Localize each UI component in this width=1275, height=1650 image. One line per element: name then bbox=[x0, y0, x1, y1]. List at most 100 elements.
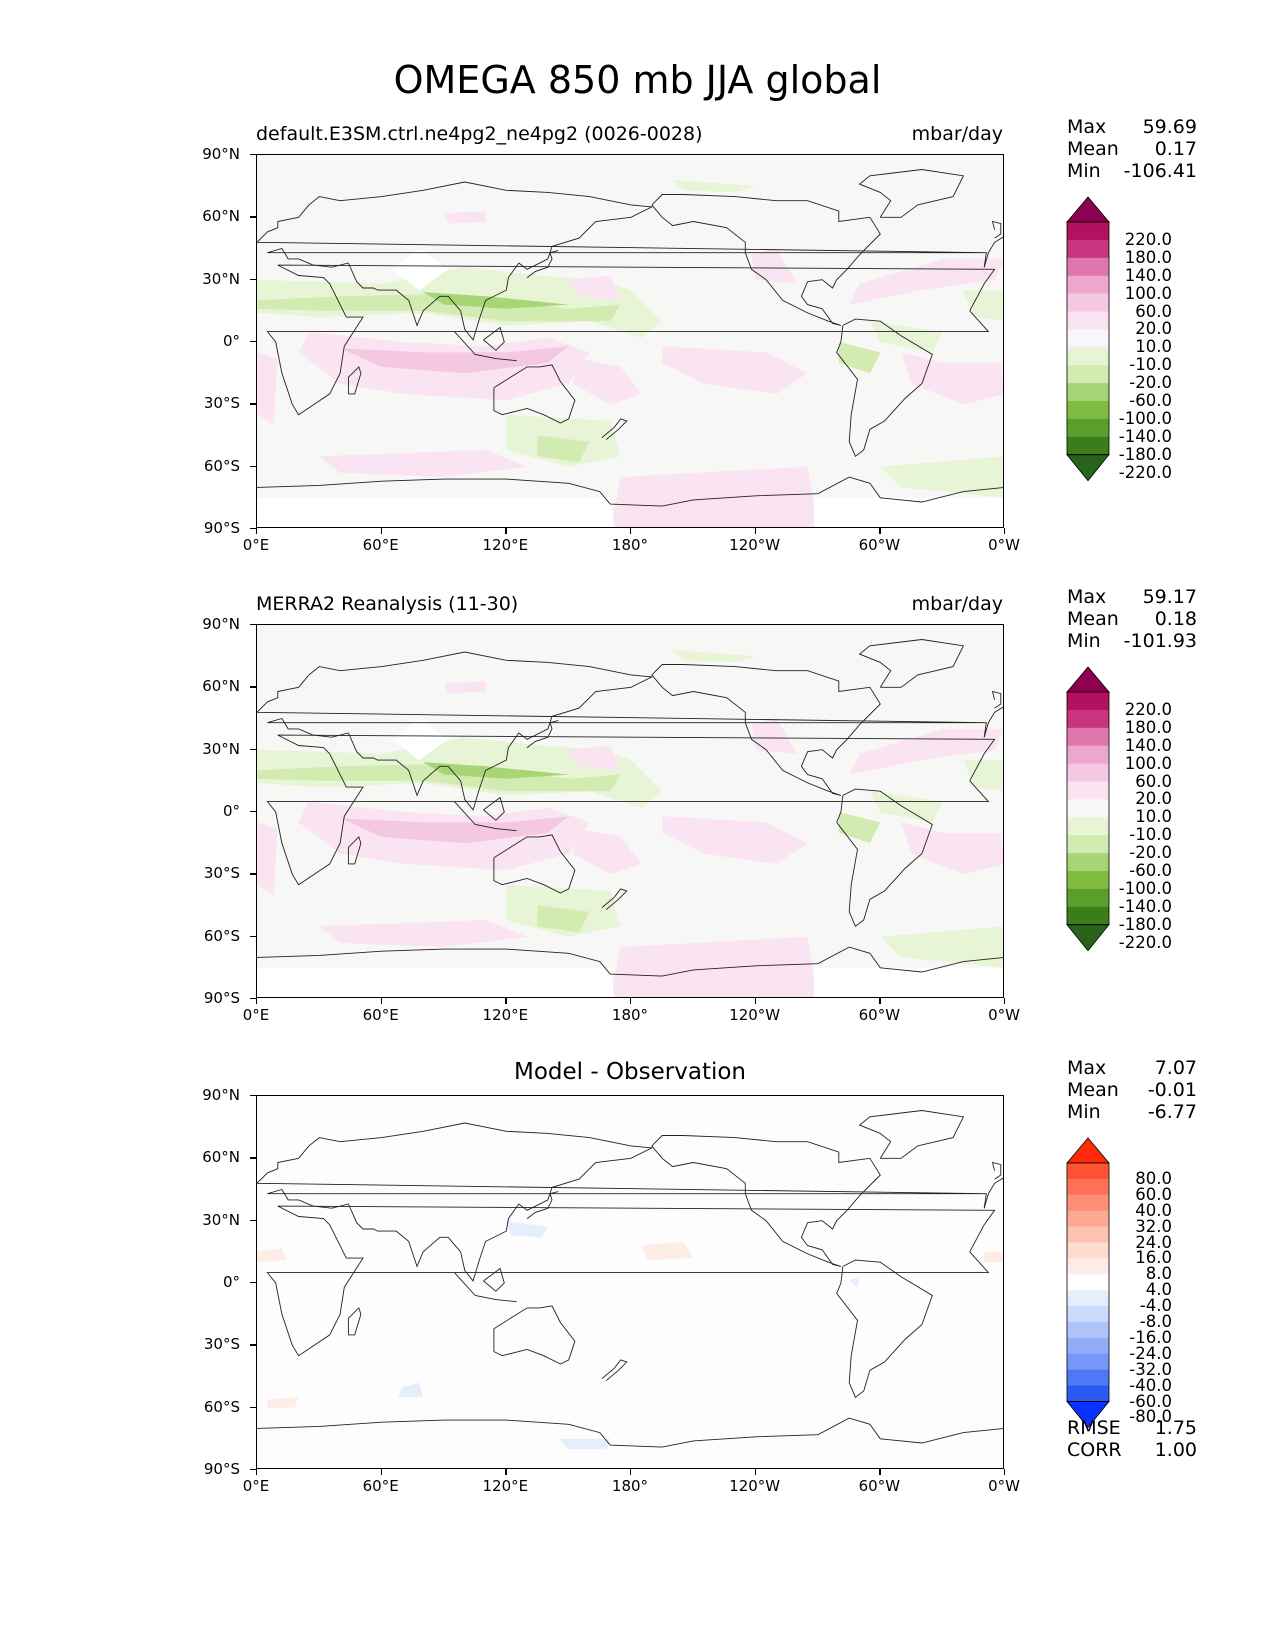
colorbar-segment bbox=[1067, 418, 1109, 438]
colorbar-segment bbox=[1067, 799, 1109, 818]
coastline-12 bbox=[601, 888, 628, 911]
colorbar-segment bbox=[1067, 1226, 1109, 1243]
colorbar-segment bbox=[1067, 906, 1109, 926]
missing-data-region bbox=[257, 967, 615, 997]
stats-box: Max 59.69 Mean 0.17 Min -106.41 bbox=[1067, 116, 1197, 182]
colorbar-tick-label: -140.0 bbox=[1118, 896, 1172, 916]
stat-mean-value: 0.17 bbox=[1154, 138, 1197, 160]
coastline-9 bbox=[454, 331, 517, 362]
lon-tick-mark bbox=[256, 1469, 258, 1475]
metric-corr: CORR 1.00 bbox=[1067, 1439, 1197, 1461]
colorbar-tick-label: -60.0 bbox=[1129, 861, 1172, 880]
lon-tick-mark bbox=[505, 998, 507, 1004]
colorbar-tick-label: 180.0 bbox=[1124, 717, 1172, 737]
coastline-9 bbox=[454, 801, 517, 832]
colorbar-extend-max bbox=[1066, 666, 1110, 693]
stat-mean-value: -0.01 bbox=[1147, 1079, 1197, 1101]
colorbar-tick-label: -32.0 bbox=[1129, 1359, 1172, 1379]
colorbar-tick-label: 180.0 bbox=[1124, 247, 1172, 267]
colorbar-segment bbox=[1067, 1306, 1109, 1323]
coastline-10 bbox=[483, 326, 505, 351]
colorbar-tick-label: -40.0 bbox=[1129, 1375, 1172, 1395]
stat-min-label: Min bbox=[1067, 630, 1101, 652]
contour-fill-9 bbox=[568, 275, 621, 301]
map-plot-area bbox=[256, 154, 1004, 528]
contour-fill-14 bbox=[537, 905, 590, 933]
lat-tick-label: 30°N bbox=[202, 739, 240, 758]
colorbar-tick-label: 4.0 bbox=[1145, 1280, 1172, 1300]
contour-fill-7 bbox=[267, 1397, 299, 1408]
lat-tick-label: 90°N bbox=[202, 1086, 240, 1104]
stat-max-label: Max bbox=[1067, 1057, 1107, 1079]
colorbar-segment bbox=[1067, 1385, 1109, 1402]
stat-min-value: -101.93 bbox=[1123, 630, 1197, 652]
lon-tick-mark bbox=[879, 998, 881, 1004]
stat-min-value: -106.41 bbox=[1123, 160, 1197, 182]
lon-tick-mark bbox=[754, 528, 756, 534]
colorbar-segment bbox=[1067, 1163, 1109, 1180]
panel-title-center: Model - Observation bbox=[513, 1059, 747, 1085]
stat-mean-label: Mean bbox=[1067, 1079, 1119, 1101]
coastline-2 bbox=[493, 834, 576, 894]
lat-tick-label: 90°N bbox=[202, 145, 240, 163]
colorbar-extend-max bbox=[1066, 196, 1110, 223]
contour-fill-4 bbox=[398, 1382, 424, 1398]
contour-fill-6 bbox=[257, 822, 278, 896]
contour-fill-12 bbox=[901, 822, 1003, 875]
colorbar-tick-label: -80.0 bbox=[1129, 1407, 1172, 1427]
map-plot-area bbox=[256, 624, 1004, 998]
coastline-7 bbox=[983, 1177, 1003, 1209]
colorbar-tick-label: -60.0 bbox=[1129, 1391, 1172, 1411]
lon-tick-label: 0°E bbox=[242, 1477, 270, 1495]
lat-tick-mark bbox=[250, 154, 256, 156]
coastline-3 bbox=[651, 194, 881, 326]
lon-tick-mark bbox=[630, 1469, 632, 1475]
metric-rmse-value: 1.75 bbox=[1154, 1417, 1197, 1439]
lon-tick-label: 120°W bbox=[729, 536, 781, 554]
contour-fill-3 bbox=[392, 248, 449, 291]
missing-data-region bbox=[813, 967, 1003, 997]
lat-tick-label: 0° bbox=[222, 332, 240, 350]
colorbar-tick-label: 220.0 bbox=[1124, 699, 1172, 719]
lat-tick-mark bbox=[250, 1219, 256, 1221]
coastline-12 bbox=[601, 1359, 628, 1382]
colorbar-tick-label: 20.0 bbox=[1135, 319, 1172, 339]
lat-tick-label: 60°N bbox=[202, 677, 240, 696]
lon-tick-label: 180° bbox=[611, 536, 649, 554]
lon-tick-mark bbox=[1004, 1469, 1006, 1475]
lat-tick-mark bbox=[250, 341, 256, 343]
coastline-2 bbox=[493, 364, 576, 424]
lon-tick-mark bbox=[754, 998, 756, 1004]
colorbar-segment bbox=[1067, 763, 1109, 782]
coastline-6 bbox=[257, 946, 1003, 977]
panel-units: mbar/day bbox=[911, 593, 1003, 615]
coastline-1 bbox=[257, 651, 987, 811]
lat-tick-label: 30°S bbox=[203, 1335, 240, 1354]
colorbar-segment bbox=[1067, 1337, 1109, 1355]
colorbar-segment bbox=[1067, 1353, 1109, 1371]
lat-tick-label: 60°S bbox=[203, 926, 240, 945]
colorbar-segment bbox=[1067, 871, 1109, 890]
contour-fill-20 bbox=[869, 321, 943, 353]
contour-fill-21 bbox=[672, 179, 756, 193]
coastline-4 bbox=[836, 318, 933, 458]
lat-tick-mark bbox=[250, 873, 256, 875]
stat-min: Min -6.77 bbox=[1067, 1101, 1197, 1123]
contour-fill-10 bbox=[751, 248, 798, 284]
stats-box: Max 59.17 Mean 0.18 Min -101.93 bbox=[1067, 586, 1197, 652]
lat-tick-mark bbox=[250, 1406, 256, 1408]
coastline-8 bbox=[526, 250, 559, 278]
colorbar-tick-label: 140.0 bbox=[1124, 735, 1172, 755]
lat-tick-label: 60°N bbox=[202, 207, 240, 226]
lat-tick-label: 90°S bbox=[203, 519, 240, 537]
colorbar-tick-label: -4.0 bbox=[1139, 1296, 1172, 1316]
colorbar-tick-label: 16.0 bbox=[1135, 1248, 1172, 1268]
colorbar bbox=[1065, 666, 1113, 952]
contour-fill-5 bbox=[340, 346, 569, 374]
lat-tick-mark bbox=[250, 1469, 256, 1471]
metric-corr-label: CORR bbox=[1067, 1439, 1122, 1461]
coastline-8 bbox=[526, 720, 559, 748]
colorbar-tick-label: 220.0 bbox=[1124, 229, 1172, 249]
stat-mean-label: Mean bbox=[1067, 608, 1119, 630]
contour-fill-2 bbox=[423, 762, 569, 779]
